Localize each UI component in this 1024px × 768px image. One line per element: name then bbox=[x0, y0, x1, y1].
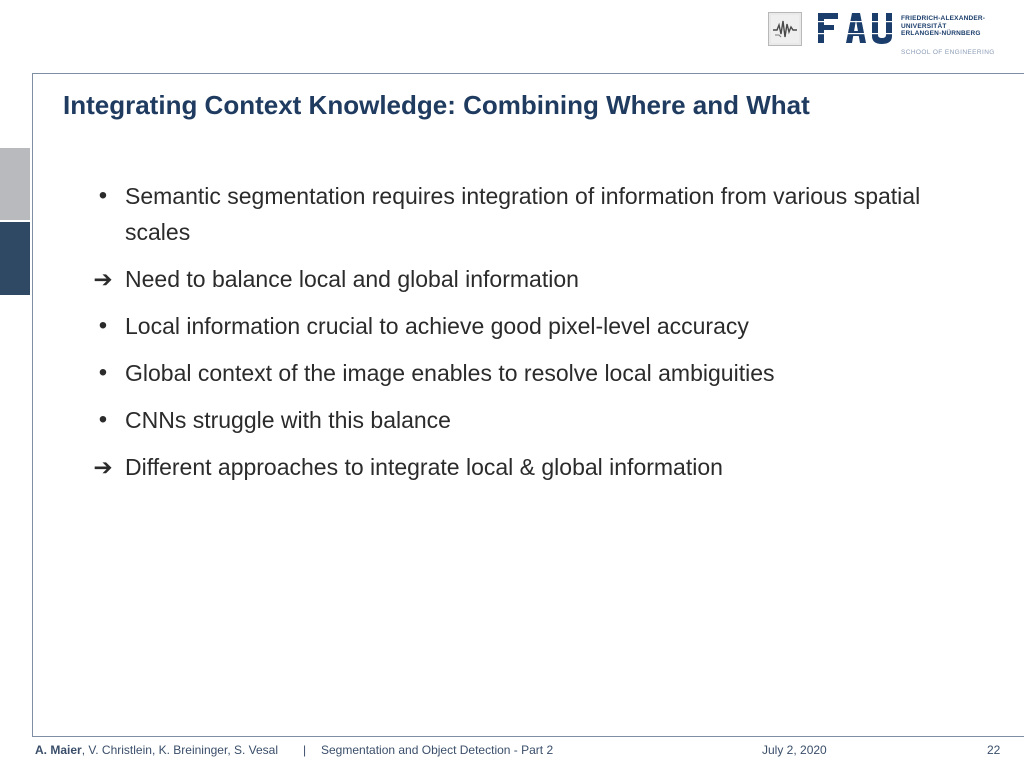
bullet-dot-icon: • bbox=[98, 312, 108, 339]
school-name: SCHOOL OF ENGINEERING bbox=[901, 49, 995, 56]
university-line-1: FRIEDRICH-ALEXANDER- bbox=[901, 15, 986, 22]
bullet-item: • Global context of the image enables to… bbox=[92, 355, 972, 391]
waveform-logo-icon bbox=[768, 12, 802, 46]
side-tab-dark bbox=[0, 222, 30, 295]
bullet-item: • Semantic segmentation requires integra… bbox=[92, 178, 972, 250]
side-tab-light bbox=[0, 148, 30, 220]
content-frame bbox=[32, 73, 1024, 737]
footer-date: July 2, 2020 bbox=[762, 743, 827, 757]
page-number: 22 bbox=[987, 743, 1001, 757]
arrow-right-icon: ➔ bbox=[93, 454, 113, 480]
bullet-item: ➔ Different approaches to integrate loca… bbox=[92, 449, 972, 485]
bullet-dot-icon: • bbox=[98, 359, 108, 386]
lead-author: A. Maier bbox=[35, 743, 82, 757]
fau-logo bbox=[818, 11, 898, 47]
university-line-3: ERLANGEN-NÜRNBERG bbox=[901, 30, 981, 38]
bullet-list: • Semantic segmentation requires integra… bbox=[92, 178, 972, 496]
bullet-item: • Local information crucial to achieve g… bbox=[92, 308, 972, 344]
footer: A. Maier, V. Christlein, K. Breininger, … bbox=[0, 738, 1024, 768]
bullet-item: • CNNs struggle with this balance bbox=[92, 402, 972, 438]
slide-title: Integrating Context Knowledge: Combining… bbox=[63, 90, 810, 120]
footer-separator: | bbox=[303, 743, 307, 757]
footer-lecture-title: Segmentation and Object Detection - Part… bbox=[321, 743, 554, 757]
university-name: FRIEDRICH-ALEXANDER- UNIVERSITÄT ERLANGE… bbox=[901, 15, 1011, 38]
bullet-text: Different approaches to integrate local … bbox=[125, 454, 723, 480]
bullet-text: Need to balance local and global informa… bbox=[125, 266, 579, 292]
bullet-text: CNNs struggle with this balance bbox=[125, 407, 451, 433]
bullet-text: Semantic segmentation requires integrati… bbox=[125, 183, 921, 245]
bullet-dot-icon: • bbox=[98, 182, 108, 209]
bullet-text: Global context of the image enables to r… bbox=[125, 360, 775, 386]
arrow-right-icon: ➔ bbox=[93, 266, 113, 292]
bullet-item: ➔ Need to balance local and global infor… bbox=[92, 261, 972, 297]
coauthors: , V. Christlein, K. Breininger, S. Vesal bbox=[81, 743, 279, 757]
bullet-text: Local information crucial to achieve goo… bbox=[125, 313, 749, 339]
footer-authors: A. Maier, V. Christlein, K. Breininger, … bbox=[35, 743, 278, 757]
university-line-2: UNIVERSITÄT bbox=[901, 22, 947, 30]
bullet-dot-icon: • bbox=[98, 406, 108, 433]
